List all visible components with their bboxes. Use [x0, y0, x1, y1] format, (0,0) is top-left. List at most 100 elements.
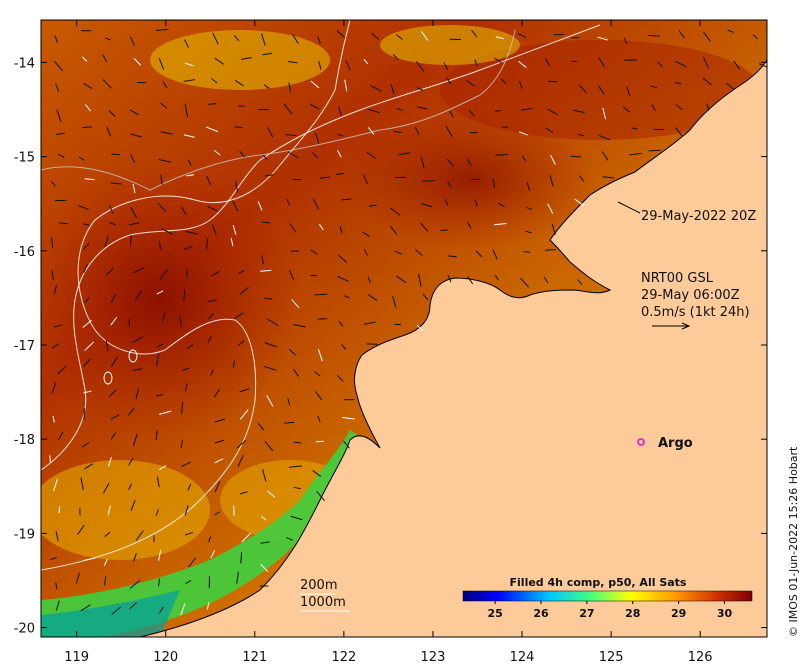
current-vector — [547, 203, 554, 214]
current-product-label: NRT00 GSL — [641, 271, 714, 286]
current-vector — [758, 63, 767, 68]
current-vector — [232, 360, 235, 368]
lon-tick-label: 120 — [153, 650, 178, 665]
warm-region-east — [340, 110, 600, 250]
current-vector — [181, 401, 184, 415]
current-vector — [414, 249, 423, 256]
colorbar — [462, 590, 753, 602]
current-vector — [521, 107, 533, 111]
current-vector — [132, 183, 136, 194]
current-vector — [368, 204, 377, 207]
current-vector — [752, 34, 758, 40]
current-vector — [420, 156, 425, 169]
current-vector — [260, 269, 272, 272]
current-vector — [261, 255, 264, 265]
current-vector — [129, 602, 137, 610]
current-vector — [287, 61, 298, 64]
current-vector — [446, 158, 455, 167]
current-vector — [309, 103, 320, 110]
current-vector — [207, 205, 218, 212]
current-vector — [494, 57, 502, 64]
current-vector — [180, 440, 183, 448]
current-vector — [314, 293, 328, 296]
current-vector — [519, 81, 523, 90]
warm-band-north — [440, 40, 760, 140]
current-vector — [53, 478, 59, 491]
current-vector — [706, 103, 710, 111]
colorbar-tick-label: 26 — [533, 607, 549, 620]
current-vector — [518, 131, 528, 136]
current-vector — [337, 133, 344, 137]
current-vector — [78, 205, 90, 210]
current-vector — [157, 343, 164, 348]
current-vector — [421, 31, 429, 41]
current-vector — [55, 582, 58, 590]
current-vector — [264, 297, 273, 300]
current-vector — [449, 110, 454, 118]
current-vector — [371, 32, 380, 40]
current-vector — [725, 82, 735, 90]
current-vector — [396, 275, 407, 284]
credit-text: © IMOS 01-Jun-2022 15:26 Hobart — [787, 446, 800, 637]
current-vector — [314, 132, 320, 144]
current-vector — [110, 432, 117, 440]
current-vector — [132, 368, 143, 372]
current-vector — [214, 418, 226, 423]
current-vector — [317, 348, 323, 362]
current-vector — [396, 108, 403, 111]
current-vector — [208, 313, 214, 320]
current-vector — [602, 107, 607, 120]
lon-tick-label: 124 — [510, 650, 535, 665]
current-vector — [551, 223, 556, 235]
current-vector — [181, 461, 192, 467]
current-vector — [239, 150, 245, 158]
current-vector — [336, 275, 349, 282]
current-vector — [657, 61, 663, 67]
current-vector — [577, 279, 583, 285]
current-vector — [703, 32, 711, 42]
current-vector — [393, 130, 402, 134]
current-vector — [598, 85, 605, 95]
current-vector — [130, 499, 136, 511]
current-vector — [519, 277, 529, 288]
current-vector — [75, 572, 80, 584]
current-vector — [631, 127, 638, 130]
current-vector — [284, 421, 294, 424]
current-vector — [132, 433, 138, 447]
current-vector — [264, 440, 274, 452]
current-vector — [448, 255, 457, 258]
current-vector — [210, 369, 214, 376]
current-vector — [471, 29, 478, 38]
current-vector — [162, 81, 168, 89]
current-vector — [293, 441, 302, 444]
current-vector — [212, 224, 217, 235]
current-vector — [288, 82, 292, 93]
current-vector — [214, 57, 225, 65]
current-vector — [367, 108, 380, 114]
current-vectors — [49, 28, 767, 616]
current-vector — [420, 203, 433, 208]
current-vector — [187, 159, 192, 167]
lat-tick-label: -18 — [14, 433, 35, 448]
current-vector — [601, 151, 609, 161]
current-vector — [160, 174, 163, 185]
current-vector — [525, 206, 532, 210]
current-vector — [678, 30, 685, 39]
current-vector — [211, 270, 221, 277]
current-vector — [239, 388, 250, 393]
current-vector — [155, 509, 159, 516]
current-vector — [389, 207, 401, 216]
lon-tick-label: 125 — [599, 650, 624, 665]
current-vector — [257, 201, 263, 211]
current-vector — [55, 531, 59, 541]
argo-float-marker — [637, 438, 645, 446]
current-vector — [492, 178, 496, 189]
warm-core-region — [41, 160, 300, 440]
current-vector — [446, 77, 452, 85]
current-vector — [104, 235, 109, 247]
current-vector — [82, 243, 90, 250]
current-vector — [184, 245, 193, 250]
lat-tick-label: -14 — [14, 56, 35, 71]
current-vector — [104, 531, 111, 537]
current-vector — [110, 414, 120, 420]
